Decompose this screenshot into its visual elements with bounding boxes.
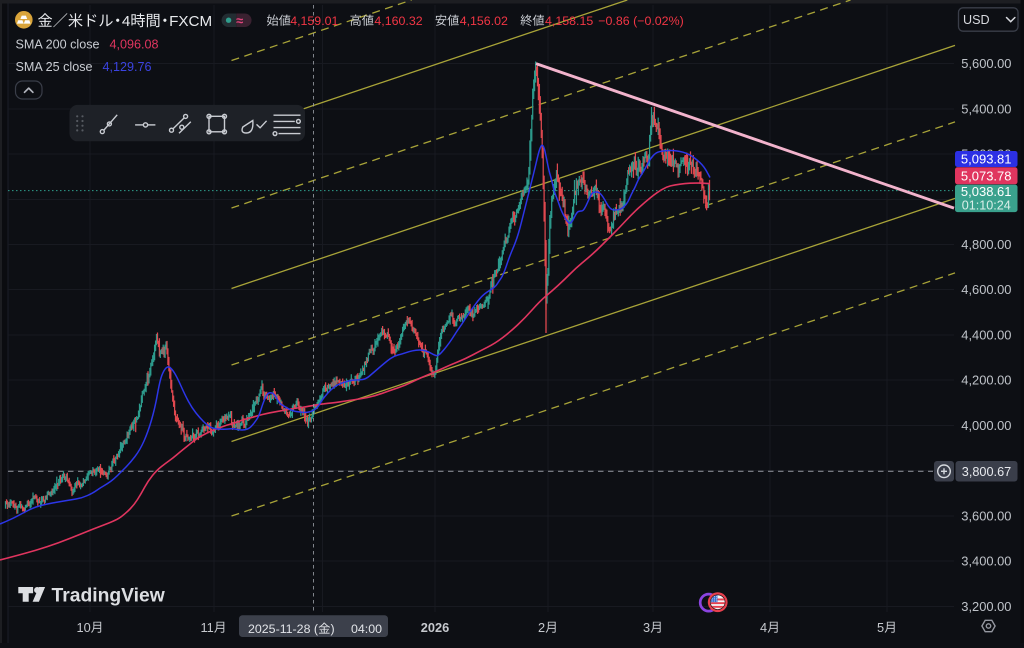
svg-text:5,093.81: 5,093.81 bbox=[961, 152, 1012, 167]
svg-text:SMA 25 close: SMA 25 close bbox=[16, 60, 93, 74]
svg-text:5: 5 bbox=[877, 620, 884, 635]
svg-text:01:10:24: 01:10:24 bbox=[962, 199, 1011, 213]
svg-text:10: 10 bbox=[77, 620, 91, 635]
svg-text:SMA 200 close: SMA 200 close bbox=[16, 38, 100, 52]
svg-text:3,600.00: 3,600.00 bbox=[961, 508, 1011, 523]
svg-text:4,600.00: 4,600.00 bbox=[961, 282, 1011, 297]
svg-text:2026: 2026 bbox=[421, 620, 449, 635]
svg-text:4,400.00: 4,400.00 bbox=[961, 327, 1011, 342]
svg-text:4,156.02: 4,156.02 bbox=[460, 14, 508, 28]
svg-text:5,600.00: 5,600.00 bbox=[961, 56, 1011, 71]
svg-text:4: 4 bbox=[122, 13, 130, 30]
svg-text:4,158.15: 4,158.15 bbox=[545, 14, 593, 28]
svg-text:3,800.67: 3,800.67 bbox=[962, 465, 1011, 479]
svg-text:11: 11 bbox=[201, 620, 214, 635]
svg-text:2: 2 bbox=[538, 620, 545, 635]
svg-text:3,400.00: 3,400.00 bbox=[961, 554, 1011, 569]
svg-text:≈: ≈ bbox=[236, 13, 243, 28]
svg-text:4,096.08: 4,096.08 bbox=[110, 38, 159, 52]
svg-text:3: 3 bbox=[643, 620, 650, 635]
svg-text:4: 4 bbox=[760, 620, 767, 635]
svg-text:4,129.76: 4,129.76 bbox=[103, 60, 152, 74]
svg-text:−0.86 (−0.02%): −0.86 (−0.02%) bbox=[598, 14, 683, 28]
svg-text:4,200.00: 4,200.00 bbox=[961, 373, 1011, 388]
svg-text:5,073.78: 5,073.78 bbox=[961, 168, 1012, 183]
svg-text:5,038.61: 5,038.61 bbox=[961, 184, 1012, 199]
svg-text:4,160.32: 4,160.32 bbox=[374, 14, 422, 28]
svg-text:3,200.00: 3,200.00 bbox=[961, 599, 1011, 614]
svg-text:TradingView: TradingView bbox=[52, 586, 166, 607]
svg-text:USD: USD bbox=[963, 13, 990, 27]
svg-text:4,159.01: 4,159.01 bbox=[290, 14, 338, 28]
svg-text:4,800.00: 4,800.00 bbox=[961, 237, 1011, 252]
svg-text:2025-11-28 (: 2025-11-28 ( bbox=[248, 622, 319, 636]
svg-text:4,000.00: 4,000.00 bbox=[961, 418, 1011, 433]
svg-text:5,400.00: 5,400.00 bbox=[961, 101, 1011, 116]
svg-text:FXCM: FXCM bbox=[169, 13, 212, 30]
svg-text:04:00: 04:00 bbox=[351, 622, 382, 636]
svg-text:): ) bbox=[331, 622, 335, 636]
